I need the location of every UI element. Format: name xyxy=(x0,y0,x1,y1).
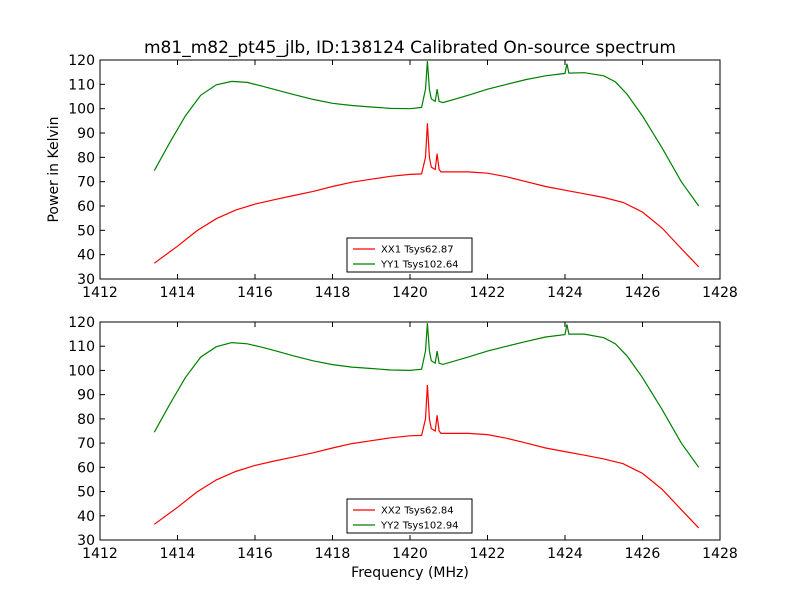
legend-label: YY1 Tsys102.64 xyxy=(380,260,459,271)
y-tick-label: 60 xyxy=(77,199,95,215)
x-tick-label: 1422 xyxy=(470,546,506,562)
y-tick-label: 70 xyxy=(77,436,95,452)
legend: XX1 Tsys62.87 YY1 Tsys102.64 xyxy=(346,237,473,273)
x-tick-label: 1414 xyxy=(160,546,196,562)
x-tick-label: 1426 xyxy=(625,546,661,562)
x-tick-label: 1412 xyxy=(82,285,118,301)
x-tick-label: 1420 xyxy=(392,285,428,301)
y-tick-label: 90 xyxy=(77,126,95,142)
chart-panel-2: 1412 1414 1416 1418 1420 1422 1424 1426 1428 30 40… xyxy=(68,315,738,581)
x-tick-label: 1418 xyxy=(315,285,351,301)
y-tick-label: 50 xyxy=(77,223,95,239)
x-tick-label: 1424 xyxy=(547,546,583,562)
legend-box xyxy=(346,498,473,534)
legend: XX2 Tsys62.84 YY2 Tsys102.94 xyxy=(346,498,473,534)
x-tick-label: 1420 xyxy=(392,546,428,562)
x-tick-label: 1428 xyxy=(702,546,738,562)
series-line-1-2 xyxy=(153,61,700,207)
x-tick-label: 1424 xyxy=(547,285,583,301)
y-tick-label: 80 xyxy=(77,150,95,166)
legend-label: XX2 Tsys62.84 xyxy=(381,506,454,517)
y-tick-label: 120 xyxy=(68,315,95,331)
x-tick-label: 1426 xyxy=(625,285,661,301)
legend-box xyxy=(346,237,473,273)
y-tick-label: 70 xyxy=(77,175,95,191)
series-line-1-1 xyxy=(153,123,700,268)
y-tick-label: 40 xyxy=(77,509,95,525)
y-tick-label: 120 xyxy=(68,53,95,69)
y-axis-label: Power in Kelvin xyxy=(46,116,62,222)
legend-label: XX1 Tsys62.87 xyxy=(381,245,454,256)
y-tick-label: 100 xyxy=(68,363,95,379)
series-line-2-1 xyxy=(153,384,700,529)
y-tick-label: 90 xyxy=(77,388,95,404)
x-tick-label: 1428 xyxy=(702,285,738,301)
x-tick-label: 1416 xyxy=(237,285,273,301)
y-tick-label: 40 xyxy=(77,248,95,264)
y-tick-label: 30 xyxy=(77,533,95,549)
x-tick-label: 1418 xyxy=(315,546,351,562)
x-tick-label: 1412 xyxy=(82,546,118,562)
x-axis-label: Frequency (MHz) xyxy=(351,565,469,581)
y-tick-label: 30 xyxy=(77,272,95,288)
x-tick-label: 1416 xyxy=(237,546,273,562)
x-tick-label: 1422 xyxy=(470,285,506,301)
y-tick-label: 100 xyxy=(68,102,95,118)
figure-title: m81_m82_pt45_jlb, ID:138124 Calibrated O… xyxy=(144,38,676,58)
y-tick-label: 50 xyxy=(77,485,95,501)
y-tick-label: 110 xyxy=(68,339,95,355)
legend-label: YY2 Tsys102.94 xyxy=(380,521,459,532)
chart-panel-1: 1412 1414 1416 1418 1420 1422 1424 1426 1428 30 40… xyxy=(46,53,738,301)
y-tick-label: 110 xyxy=(68,77,95,93)
y-tick-label: 80 xyxy=(77,412,95,428)
x-tick-label: 1414 xyxy=(160,285,196,301)
y-tick-label: 60 xyxy=(77,460,95,476)
series-line-2-2 xyxy=(153,323,700,468)
